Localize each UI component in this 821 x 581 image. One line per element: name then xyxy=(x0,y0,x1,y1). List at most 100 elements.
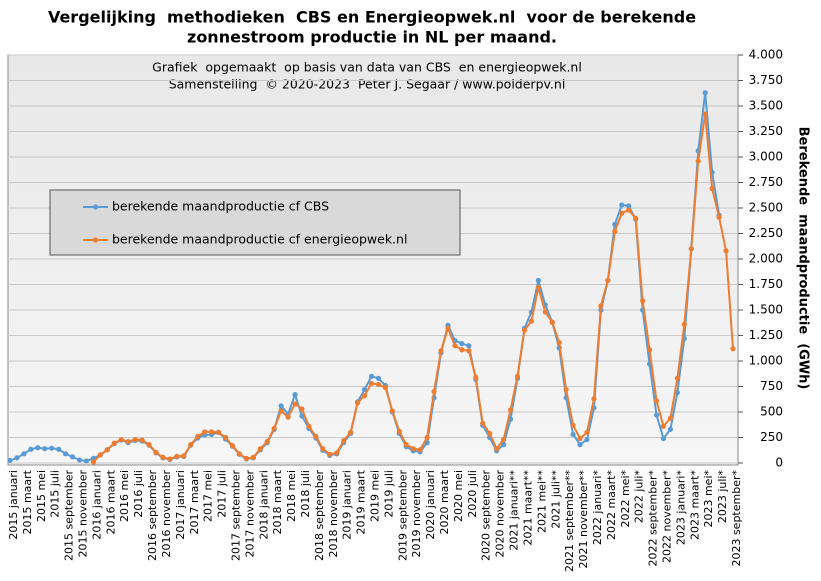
legend xyxy=(49,189,461,256)
chart-title: zonnestroom productie in NL per maand. xyxy=(187,28,557,47)
x-tick-label: 2017 maart xyxy=(188,469,201,534)
y-tick-label: 3.500 xyxy=(749,99,783,113)
data-point xyxy=(619,202,625,208)
x-tick-label: 2022 september* xyxy=(647,470,660,567)
x-tick-label: 2022 maart* xyxy=(605,470,618,541)
x-tick-label: 2015 januari xyxy=(7,470,20,540)
y-tick-label: 3.000 xyxy=(749,150,783,164)
data-point xyxy=(42,446,48,452)
data-point xyxy=(250,454,256,460)
data-point xyxy=(327,451,333,457)
data-point xyxy=(466,343,472,349)
data-point xyxy=(382,384,389,391)
data-point xyxy=(417,447,423,453)
data-point xyxy=(500,436,507,443)
series xyxy=(7,90,736,465)
data-point xyxy=(535,277,541,284)
data-point xyxy=(167,456,173,462)
x-tick-label: 2017 juli xyxy=(216,470,229,518)
data-point xyxy=(431,389,437,395)
data-point xyxy=(640,298,646,304)
x-tick-label: 2021 juli** xyxy=(549,470,562,529)
data-point xyxy=(577,442,583,448)
data-point xyxy=(633,215,639,221)
data-point xyxy=(368,373,375,379)
y-tick-label: 4.000 xyxy=(749,48,783,62)
data-point xyxy=(507,407,514,413)
data-point xyxy=(195,433,201,440)
x-tick-label: 2017 mei xyxy=(202,470,215,522)
data-point xyxy=(480,420,486,426)
data-point xyxy=(556,340,562,346)
x-tick-label: 2015 september xyxy=(63,470,76,562)
legend-label: berekende maandproductie cf CBS xyxy=(112,199,329,214)
data-point xyxy=(667,415,674,421)
x-tick-label: 2016 november xyxy=(160,470,173,558)
data-point xyxy=(188,442,194,448)
data-point xyxy=(292,392,298,398)
x-tick-label: 2021 november** xyxy=(577,470,590,569)
data-point xyxy=(723,248,729,254)
x-tick-label: 2021 maart** xyxy=(521,470,534,546)
data-point xyxy=(292,401,298,407)
data-point xyxy=(341,437,347,444)
x-tick-label: 2015 november xyxy=(77,470,90,558)
data-point xyxy=(125,438,131,445)
x-tick-label: 2016 september xyxy=(146,470,159,562)
data-point xyxy=(361,386,368,393)
data-point xyxy=(271,425,277,431)
data-point xyxy=(646,347,653,353)
data-point xyxy=(528,318,534,324)
data-point xyxy=(348,429,354,435)
data-point xyxy=(667,426,674,432)
data-point xyxy=(111,440,117,446)
x-tick-label: 2019 september xyxy=(396,470,409,562)
data-point xyxy=(236,451,243,457)
data-point xyxy=(375,381,382,388)
grid xyxy=(8,54,743,464)
y-tick-label: 1.250 xyxy=(749,328,783,342)
x-tick-label: 2016 juli xyxy=(132,470,145,518)
data-point xyxy=(97,452,103,458)
data-point xyxy=(278,408,284,414)
x-tick-label: 2023 maart* xyxy=(688,470,701,541)
x-tick-label: 2022 mei* xyxy=(619,470,632,528)
data-point xyxy=(445,325,451,331)
data-point xyxy=(160,454,166,460)
data-point xyxy=(466,348,472,354)
x-tick-label: 2015 juli xyxy=(49,470,62,518)
x-tick-label: 2018 maart xyxy=(271,469,284,534)
data-point xyxy=(7,457,13,464)
data-point xyxy=(626,203,632,209)
data-point xyxy=(473,374,479,380)
x-tick-label: 2021 januari** xyxy=(508,470,521,551)
x-tick-label: 2018 juli xyxy=(299,470,312,518)
data-point xyxy=(375,375,382,381)
x-tick-label: 2015 maart xyxy=(21,469,34,534)
data-point xyxy=(709,186,715,192)
data-point xyxy=(306,423,312,429)
data-point xyxy=(660,423,667,429)
data-point xyxy=(334,450,340,456)
data-point xyxy=(591,396,597,402)
subtitle: Grafiek opgemaakt op basis van data van … xyxy=(152,60,582,75)
y-tick-label: 250 xyxy=(760,430,783,444)
data-point xyxy=(118,436,124,443)
x-tick-label: 2020 mei xyxy=(452,470,465,522)
data-point xyxy=(14,455,20,461)
chart-title: Vergelijking methodieken CBS en Energieo… xyxy=(48,8,696,27)
x-tick-label: 2019 maart xyxy=(355,469,368,534)
x-tick-label: 2023 mei* xyxy=(702,470,715,528)
data-point xyxy=(69,454,76,460)
legend-marker xyxy=(92,237,99,243)
data-point xyxy=(653,412,660,418)
data-point xyxy=(229,443,236,449)
data-point xyxy=(660,435,667,442)
data-point xyxy=(577,435,583,442)
x-tick-label: 2020 juli xyxy=(466,470,479,518)
data-point xyxy=(285,414,291,420)
data-point xyxy=(202,429,208,435)
x-tick-label: 2022 november* xyxy=(660,470,673,563)
data-point xyxy=(278,403,284,409)
